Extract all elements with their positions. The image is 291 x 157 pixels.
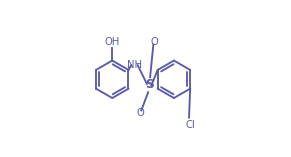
Text: Cl: Cl: [185, 120, 195, 130]
Text: S: S: [145, 78, 154, 91]
Text: NH: NH: [127, 60, 141, 70]
Text: O: O: [150, 37, 158, 47]
Text: OH: OH: [105, 37, 120, 47]
Text: O: O: [137, 108, 145, 118]
